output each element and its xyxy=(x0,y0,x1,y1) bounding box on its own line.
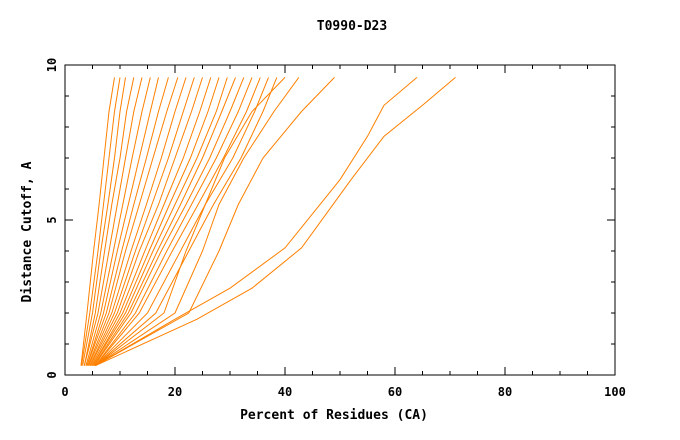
x-axis-label: Percent of Residues (CA) xyxy=(240,408,428,423)
series-line-8 xyxy=(86,77,169,366)
series-line-10 xyxy=(88,77,187,366)
series-line-19 xyxy=(94,77,261,367)
y-axis-label: Distance Cutoff, A xyxy=(20,161,35,302)
series-line-7 xyxy=(86,77,159,366)
series-line-18 xyxy=(94,77,253,367)
x-tick-label: 40 xyxy=(278,385,292,399)
x-tick-label: 100 xyxy=(604,385,626,399)
series-line-5 xyxy=(83,77,143,366)
chart-title: T0990-D23 xyxy=(317,19,387,34)
x-tick-label: 0 xyxy=(61,385,68,399)
series-line-16 xyxy=(93,77,236,366)
series-line-12 xyxy=(89,77,203,366)
series-line-15 xyxy=(92,77,228,366)
series-line-22 xyxy=(94,77,286,367)
series-line-11 xyxy=(89,77,195,366)
series-line-6 xyxy=(85,77,151,366)
series-line-17 xyxy=(93,77,245,366)
x-tick-label: 20 xyxy=(168,385,182,399)
series-line-1 xyxy=(80,77,115,366)
series-line-21 xyxy=(94,77,278,367)
series-lines xyxy=(80,77,456,367)
series-line-9 xyxy=(87,77,179,366)
series-line-14 xyxy=(92,77,220,366)
series-line-13 xyxy=(90,77,212,366)
plot-frame xyxy=(64,64,616,376)
series-line-23 xyxy=(95,77,300,367)
series-line-4 xyxy=(83,77,135,366)
series-line-2 xyxy=(81,77,121,366)
x-tick-label: 80 xyxy=(498,385,512,399)
series-line-3 xyxy=(82,77,126,366)
y-tick-label: 10 xyxy=(45,58,59,72)
axis-ticks: 0 20 40 60 80 100 0 5 10 xyxy=(45,58,626,399)
y-tick-label: 0 xyxy=(45,371,59,378)
series-line-26 xyxy=(95,77,456,367)
series-line-24 xyxy=(95,77,335,367)
series-line-25 xyxy=(95,77,418,367)
y-tick-label: 5 xyxy=(45,216,59,223)
x-tick-label: 60 xyxy=(388,385,402,399)
